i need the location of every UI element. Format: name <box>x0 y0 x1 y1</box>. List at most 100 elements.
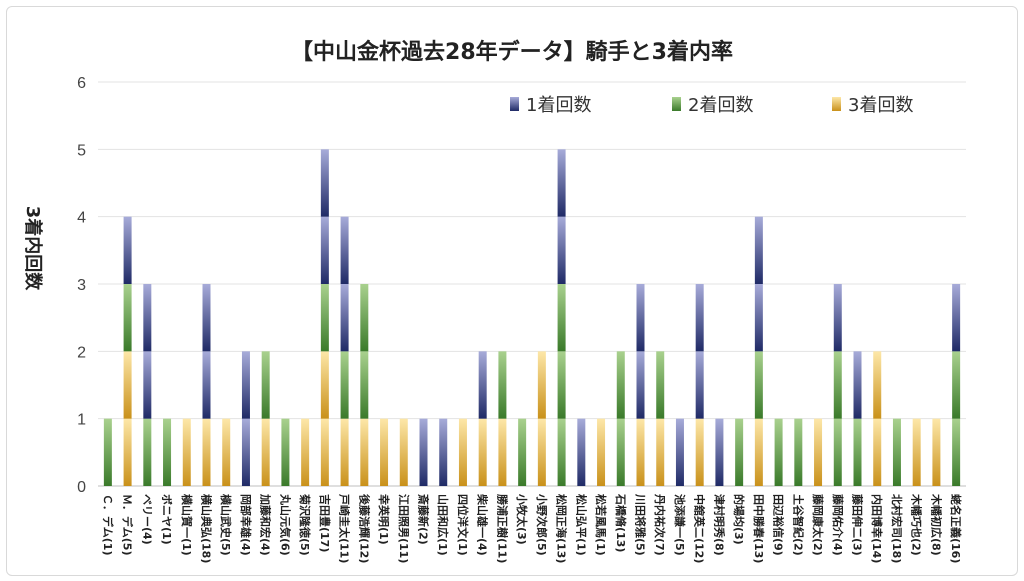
x-tick-label: 田中勝春(13) <box>752 494 766 563</box>
x-tick-label: 松山弘平(1) <box>574 494 588 556</box>
chart-title: 【中山金杯過去28年データ】騎手と3着内率 <box>291 40 733 65</box>
bar-3chaku-20 <box>498 418 507 486</box>
bar-3chaku-18 <box>458 418 467 486</box>
bar-1chaku-7 <box>241 351 250 419</box>
bar-1chaku-12 <box>340 284 349 352</box>
bar-2chaku-43 <box>952 418 961 486</box>
bar-2chaku-37 <box>833 351 842 419</box>
bar-2chaku-13 <box>360 351 369 419</box>
x-tick-label: 吉田豊(17) <box>318 494 332 552</box>
bar-2chaku-12 <box>340 351 349 419</box>
bar-1chaku-37 <box>833 284 842 352</box>
y-tick-label: 6 <box>77 75 86 92</box>
x-tick-label: 勝浦正樹(11) <box>495 494 509 563</box>
bar-1chaku-5 <box>202 284 211 352</box>
x-tick-label: 木幡巧也(2) <box>910 493 924 556</box>
x-tick-label: 松岡正海(13) <box>555 494 569 563</box>
x-tick-label: 山田和広(1) <box>436 494 450 556</box>
bar-2chaku-0 <box>103 418 112 486</box>
x-tick-label: 横山武史(5) <box>219 494 233 556</box>
bar-2chaku-11 <box>320 284 329 352</box>
bar-3chaku-10 <box>301 418 310 486</box>
x-tick-label: 池添謙一(5) <box>673 494 687 556</box>
x-tick-label: 四位洋文(1) <box>456 494 470 556</box>
y-tick-label: 0 <box>77 479 86 496</box>
bar-1chaku-30 <box>695 351 704 419</box>
x-tick-label: 柴山雄一(4) <box>476 493 490 556</box>
bar-1chaku-16 <box>419 418 428 486</box>
bar-3chaku-8 <box>261 418 270 486</box>
y-tick-label: 1 <box>77 412 86 429</box>
legend-label-1: 1着回数 <box>526 95 591 116</box>
bar-1chaku-7 <box>241 418 250 486</box>
x-tick-label: 菊沢隆徳(5) <box>298 494 312 556</box>
x-tick-label: 横山典弘(18) <box>200 494 214 563</box>
x-tick-label: 小野次郎(5) <box>535 493 549 556</box>
x-tick-label: 加藤和宏(4) <box>259 493 273 556</box>
x-tick-label: 蛯名正義(16) <box>949 494 963 563</box>
x-tick-label: 田辺裕信(9) <box>772 494 786 556</box>
bar-3chaku-42 <box>932 418 941 486</box>
bar-1chaku-11 <box>320 216 329 284</box>
bar-2chaku-37 <box>833 418 842 486</box>
bar-2chaku-33 <box>754 351 763 419</box>
bar-3chaku-39 <box>873 418 882 486</box>
x-tick-label: 松若風馬(1) <box>594 494 608 556</box>
bar-1chaku-30 <box>695 284 704 352</box>
bar-3chaku-22 <box>537 418 546 486</box>
bar-2chaku-35 <box>794 418 803 486</box>
x-tick-label: Ｃ．デム(1) <box>101 494 115 556</box>
bar-1chaku-27 <box>636 284 645 352</box>
x-tick-label: 後藤浩輝(12) <box>357 494 371 563</box>
x-tick-label: 土谷智紀(2) <box>791 494 805 556</box>
x-tick-label: 藤田伸二(3) <box>851 494 865 556</box>
bar-2chaku-3 <box>163 418 172 486</box>
x-tick-label: Ｍ．デム(5) <box>121 494 135 556</box>
bar-3chaku-11 <box>320 351 329 419</box>
bar-1chaku-43 <box>952 284 961 352</box>
y-tick-label: 3 <box>77 277 86 294</box>
bar-2chaku-9 <box>281 418 290 486</box>
bar-3chaku-33 <box>754 418 763 486</box>
bar-3chaku-1 <box>123 351 132 419</box>
legend-swatch-3 <box>832 97 841 111</box>
bar-3chaku-5 <box>202 418 211 486</box>
bar-3chaku-39 <box>873 351 882 419</box>
bar-1chaku-1 <box>123 216 132 284</box>
bar-2chaku-26 <box>616 418 625 486</box>
x-tick-label: 斎藤新(2) <box>417 494 431 545</box>
x-tick-label: 石橋脩(13) <box>614 493 628 552</box>
x-tick-label: ボニヤ(1) <box>160 494 174 545</box>
x-tick-label: 小牧太(3) <box>515 493 529 545</box>
legend-label-2: 2着回数 <box>688 95 753 116</box>
bar-1chaku-11 <box>320 149 329 217</box>
bar-2chaku-23 <box>557 284 566 352</box>
legend-swatch-2 <box>672 97 681 111</box>
bar-1chaku-29 <box>675 418 684 486</box>
x-tick-label: 川田将雅(5) <box>634 493 648 556</box>
bar-1chaku-24 <box>577 418 586 486</box>
x-tick-label: 藤岡佑介(4) <box>831 494 845 556</box>
x-tick-label: 北村宏司(18) <box>890 494 904 563</box>
bar-2chaku-8 <box>261 351 270 419</box>
x-tick-label: 横山賀一(1) <box>180 494 194 556</box>
y-tick-label: 4 <box>77 210 86 227</box>
bar-1chaku-19 <box>478 351 487 419</box>
y-tick-label: 2 <box>77 344 86 361</box>
x-tick-label: 江田照男(11) <box>397 494 411 563</box>
bar-3chaku-27 <box>636 418 645 486</box>
bar-3chaku-14 <box>380 418 389 486</box>
bar-3chaku-11 <box>320 418 329 486</box>
bar-1chaku-2 <box>143 284 152 352</box>
bar-3chaku-36 <box>814 418 823 486</box>
x-tick-label: 丹内祐次(7) <box>653 494 667 556</box>
bar-3chaku-4 <box>182 418 191 486</box>
y-tick-label: 5 <box>77 142 86 159</box>
x-tick-label: 戸崎圭太(11) <box>338 494 352 563</box>
legend-label-3: 3着回数 <box>848 95 913 116</box>
bar-3chaku-6 <box>222 418 231 486</box>
bar-2chaku-43 <box>952 351 961 419</box>
bar-3chaku-28 <box>656 418 665 486</box>
bar-1chaku-2 <box>143 351 152 419</box>
